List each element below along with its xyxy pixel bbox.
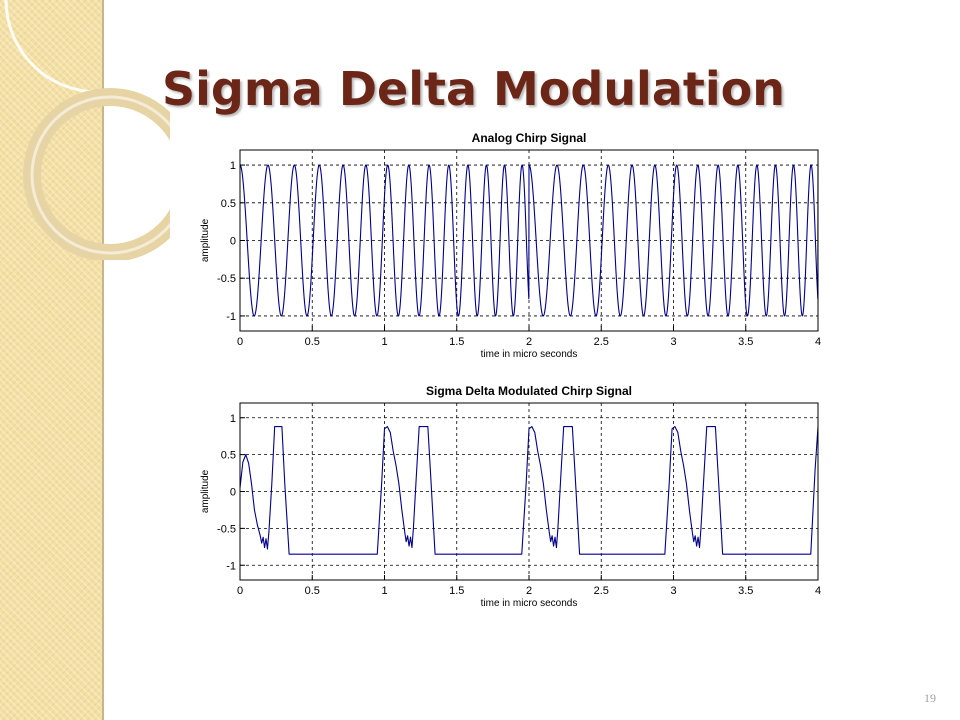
chart1-x-tick-label: 3 [670,336,676,348]
chart1-x-tick-label: 0 [237,336,243,348]
chart1-x-tick-label: 1 [381,336,387,348]
chart1-x-tick-label: 0.5 [305,336,320,348]
chart2-y-tick-label: 1 [230,413,236,425]
chart1-y-tick-label: -1 [226,311,236,323]
chart2-x-tick-label: 4 [815,585,821,597]
chart1-y-tick-label: 1 [230,160,236,172]
chart2-y-axis-label: amplitude [200,469,211,513]
chart2-x-tick-label: 3.5 [738,585,753,597]
chart1-x-tick-label: 3.5 [738,336,753,348]
chart2-title: Sigma Delta Modulated Chirp Signal [426,384,632,398]
chart2-signal-line [239,426,819,555]
chart2-y-tick-label: -0.5 [217,523,236,535]
chart1-y-tick-label: 0.5 [221,198,236,210]
chart1-y-axis-label: amplitude [200,218,211,262]
chart2-x-tick-label: 2 [526,585,532,597]
chart2-x-axis-label: time in micro seconds [481,598,578,609]
chart2-x-tick-label: 3 [670,585,676,597]
chart1-signal-line [239,164,819,317]
chart1-x-tick-label: 4 [815,336,821,348]
chart2-y-tick-label: 0 [230,487,236,499]
chart1-x-tick-label: 2.5 [594,336,609,348]
chart1-title: Analog Chirp Signal [472,131,587,145]
chart2-x-tick-label: 0.5 [305,585,320,597]
chart1-x-tick-label: 1.5 [449,336,464,348]
decorative-circles [4,0,170,260]
chart2-x-tick-label: 1.5 [449,585,464,597]
slide-title: Sigma Delta Modulation [162,62,785,116]
chart2-x-tick-label: 0 [237,585,243,597]
chart1-x-tick-label: 2 [526,336,532,348]
chart1-y-tick-label: 0 [230,236,236,248]
page-number: 19 [924,691,936,705]
chart1-y-tick-label: -0.5 [217,273,236,285]
chart2-x-tick-label: 2.5 [594,585,609,597]
decorative-circle-inner [30,95,170,255]
chart2-y-tick-label: -1 [226,560,236,572]
chart1-x-axis-label: time in micro seconds [481,349,578,360]
chart2-x-tick-label: 1 [381,585,387,597]
chart2-y-tick-label: 0.5 [221,450,236,462]
